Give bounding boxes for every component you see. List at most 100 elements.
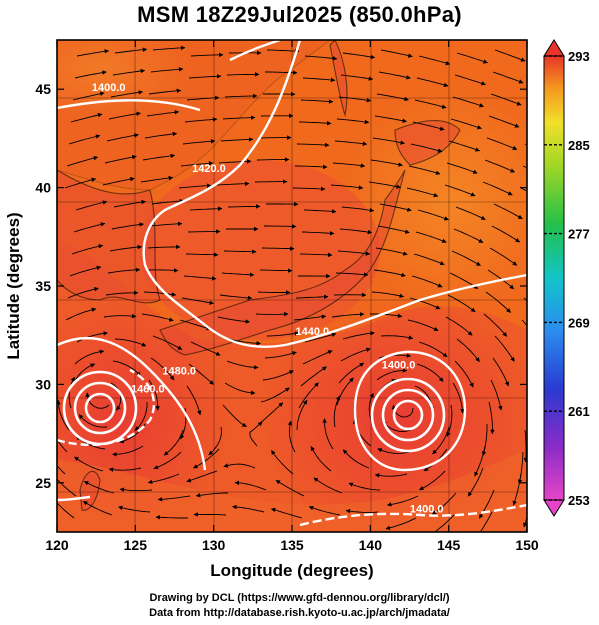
streamline (299, 252, 333, 258)
streamline (256, 157, 290, 162)
streamline (453, 228, 484, 243)
streamline (57, 464, 66, 475)
streamline (264, 224, 297, 229)
streamline (413, 253, 445, 266)
streamline (103, 313, 137, 319)
y-tick-label: 30 (35, 376, 51, 392)
streamline (179, 319, 212, 331)
streamline (370, 313, 403, 319)
streamline (374, 473, 408, 478)
x-tick-label: 120 (45, 537, 69, 553)
streamline (149, 221, 183, 227)
contour-east-outer (353, 350, 467, 472)
contour-1400-northeast (229, 40, 281, 62)
streamline (144, 131, 178, 139)
streamline (372, 137, 405, 145)
streamline (112, 360, 141, 377)
streamline (57, 473, 77, 497)
streamline (451, 250, 481, 266)
streamline (181, 297, 214, 305)
contour-label: 1400.0 (92, 82, 126, 94)
streamline (454, 360, 474, 388)
streamline (217, 316, 251, 324)
contour-1420 (142, 40, 527, 348)
streamline (118, 505, 151, 513)
streamline (377, 225, 410, 234)
streamline (416, 77, 449, 88)
streamline (345, 508, 379, 514)
streamline (195, 492, 228, 498)
colorbar-max-arrow (543, 39, 565, 57)
streamline (249, 421, 263, 447)
streamline (483, 313, 508, 337)
streamline (322, 418, 334, 450)
streamline (407, 319, 439, 332)
streamline (112, 68, 146, 76)
streamline (456, 338, 480, 362)
streamline (368, 181, 401, 189)
streamline (152, 45, 186, 51)
streamline (184, 117, 218, 123)
streamline (140, 175, 174, 183)
streamline (148, 88, 182, 95)
streamline (75, 200, 108, 211)
streamline (304, 332, 337, 343)
streamline (57, 399, 70, 431)
streamline (113, 199, 146, 208)
streamline (478, 489, 495, 519)
streamline (146, 110, 180, 117)
streamline (178, 183, 212, 189)
streamline (72, 91, 105, 101)
streamline (376, 368, 408, 381)
y-tick-label: 25 (35, 475, 51, 491)
streamline (415, 231, 447, 243)
streamline (445, 316, 473, 336)
streamline (67, 287, 99, 299)
contour-southeast (299, 503, 527, 527)
streamline (380, 335, 414, 340)
y-tick-label: 40 (35, 180, 51, 196)
streamline (385, 517, 417, 530)
y-axis: 25 30 35 40 45 (35, 81, 527, 491)
streamline (71, 244, 104, 255)
streamline (455, 206, 486, 220)
contour-labels: 1400.0 1420.0 1440.0 1460.0 1480.0 1400.0 1400… (92, 82, 444, 515)
streamline (338, 96, 372, 103)
streamline (331, 312, 365, 318)
streamline (338, 362, 365, 384)
streamline (234, 480, 267, 491)
streamline (377, 448, 410, 454)
streamline (64, 177, 97, 189)
streamline (183, 275, 217, 281)
streamline (467, 467, 484, 497)
streamline (296, 142, 330, 148)
streamline (69, 265, 102, 277)
streamline (107, 267, 141, 274)
colorbar-label: 269 (568, 315, 590, 330)
streamline (342, 331, 375, 340)
streamline (493, 203, 523, 220)
streamline (302, 350, 333, 365)
streamline (521, 319, 527, 327)
streamline (104, 155, 137, 164)
contour-southwest (57, 495, 91, 502)
streamline (227, 204, 261, 209)
contour-label: 1400.0 (382, 360, 416, 372)
streamline (82, 500, 113, 516)
streamline (114, 47, 148, 54)
streamline (232, 504, 265, 513)
streamline (431, 492, 457, 515)
streamline (68, 134, 101, 145)
colorbar-label: 277 (568, 227, 590, 242)
low-west-rings (62, 370, 138, 446)
streamline (301, 231, 335, 236)
streamline (224, 382, 256, 396)
streamline (368, 392, 374, 425)
streamline (488, 115, 520, 128)
streamline (531, 364, 545, 393)
streamline (378, 71, 411, 80)
streamline (474, 445, 486, 477)
streamline (85, 392, 110, 409)
colorbar-label: 293 (568, 49, 590, 64)
streamline (83, 480, 115, 494)
